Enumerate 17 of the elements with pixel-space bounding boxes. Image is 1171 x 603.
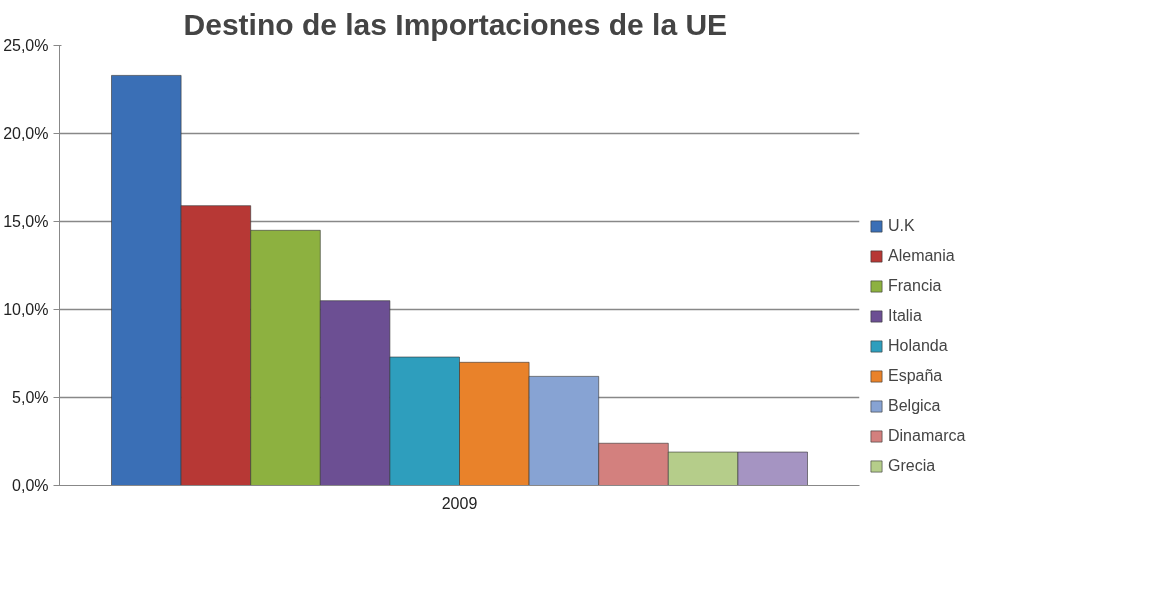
legend-label: Francia [888,277,942,295]
y-tick-label: 0,0% [12,477,49,494]
y-tick-label: 15,0% [3,213,49,230]
legend-label: Belgica [888,397,941,415]
legend-label: Dinamarca [888,427,966,445]
legend-label: U.K [888,217,915,235]
legend-label: Italia [888,307,922,325]
legend-label: Holanda [888,337,948,355]
legend-label: Grecia [888,457,936,475]
y-tick-label: 20,0% [3,125,49,142]
y-tick-label: 5,0% [12,389,49,406]
legend-label: Alemania [888,247,955,265]
chart-title: Destino de las Importaciones de la UE [183,7,728,41]
y-tick-label: 10,0% [3,301,49,318]
x-tick-label: 2009 [441,494,478,512]
legend-label: España [888,367,943,385]
y-tick-label: 25,0% [3,37,49,54]
